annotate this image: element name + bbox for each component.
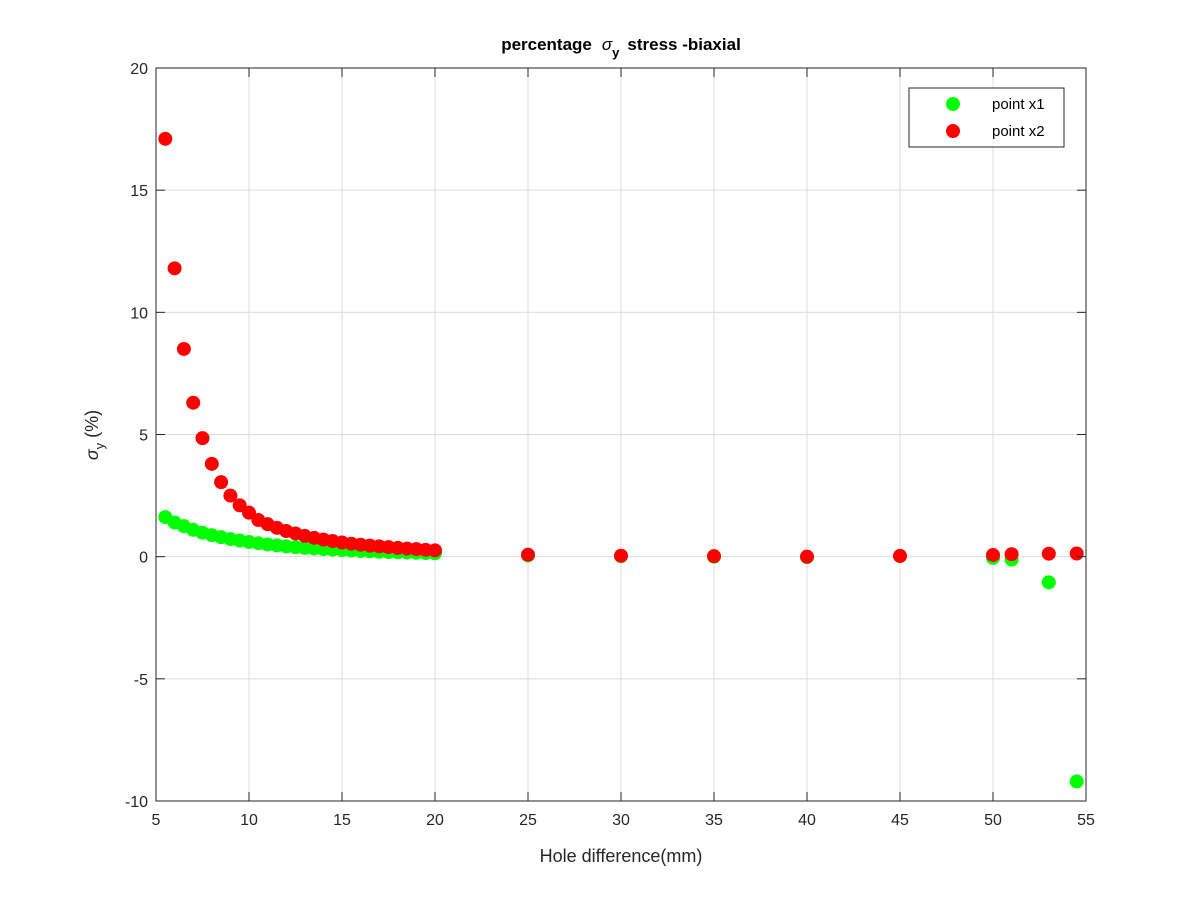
data-point <box>800 549 814 564</box>
y-tick-label: 10 <box>130 305 148 322</box>
y-tick-label: -10 <box>125 794 148 811</box>
x-tick-label: 45 <box>891 812 909 829</box>
data-point <box>223 488 238 503</box>
x-tick-label: 5 <box>152 812 161 829</box>
legend-label-x1: point x1 <box>992 96 1045 113</box>
data-point <box>195 431 210 446</box>
legend-marker-x2 <box>946 124 960 138</box>
data-point <box>986 547 1000 562</box>
data-point <box>158 131 173 146</box>
x-tick-label: 25 <box>519 812 537 829</box>
data-point <box>893 548 907 563</box>
x-tick-label: 35 <box>705 812 723 829</box>
data-point <box>707 549 721 564</box>
chart-title-prefix: percentage <box>501 35 592 54</box>
y-axis-label-subscript: y <box>92 442 107 449</box>
data-point <box>204 456 219 471</box>
x-tick-label: 15 <box>333 812 351 829</box>
x-axis-label: Hole difference(mm) <box>540 846 703 866</box>
chart-title-symbol: σ <box>602 35 613 54</box>
data-point <box>1041 575 1056 590</box>
y-axis-label-symbol: σ <box>82 448 102 460</box>
y-tick-label: 15 <box>130 183 148 200</box>
x-tick-label: 50 <box>984 812 1002 829</box>
chart-title: percentage σy stress -biaxial <box>501 35 741 60</box>
data-point <box>1041 546 1056 561</box>
data-points <box>158 131 1084 789</box>
x-tick-label: 30 <box>612 812 630 829</box>
chart-title-subscript: y <box>612 45 620 60</box>
y-axis-label: σy (%) <box>82 410 107 460</box>
legend-box <box>908 87 1065 148</box>
legend-label-x2: point x2 <box>992 123 1045 140</box>
x-tick-label: 20 <box>426 812 444 829</box>
data-point <box>1069 546 1084 561</box>
data-point <box>1004 547 1019 562</box>
data-point <box>614 548 628 563</box>
data-point <box>167 261 182 276</box>
axis-ticks: 5 10 15 20 25 30 35 40 45 50 55 -10 -5 0 5 10 15 20 <box>125 61 1095 829</box>
data-point <box>521 547 535 562</box>
y-tick-label: -5 <box>134 672 148 689</box>
legend-marker-x1 <box>946 97 960 111</box>
series-2 <box>158 131 1084 564</box>
data-point <box>428 543 442 558</box>
y-tick-label: 20 <box>130 61 148 78</box>
y-tick-label: 5 <box>139 428 148 445</box>
chart-title-suffix: stress -biaxial <box>627 35 740 54</box>
x-tick-label: 10 <box>240 812 258 829</box>
y-axis-label-unit: (%) <box>82 410 102 438</box>
x-tick-label: 40 <box>798 812 816 829</box>
data-point <box>176 341 191 356</box>
y-tick-label: 0 <box>139 550 148 567</box>
data-point <box>214 475 229 490</box>
data-point <box>186 395 201 410</box>
legend: point x1 point x2 <box>908 87 1065 148</box>
data-point <box>1069 774 1084 789</box>
x-tick-label: 55 <box>1077 812 1095 829</box>
